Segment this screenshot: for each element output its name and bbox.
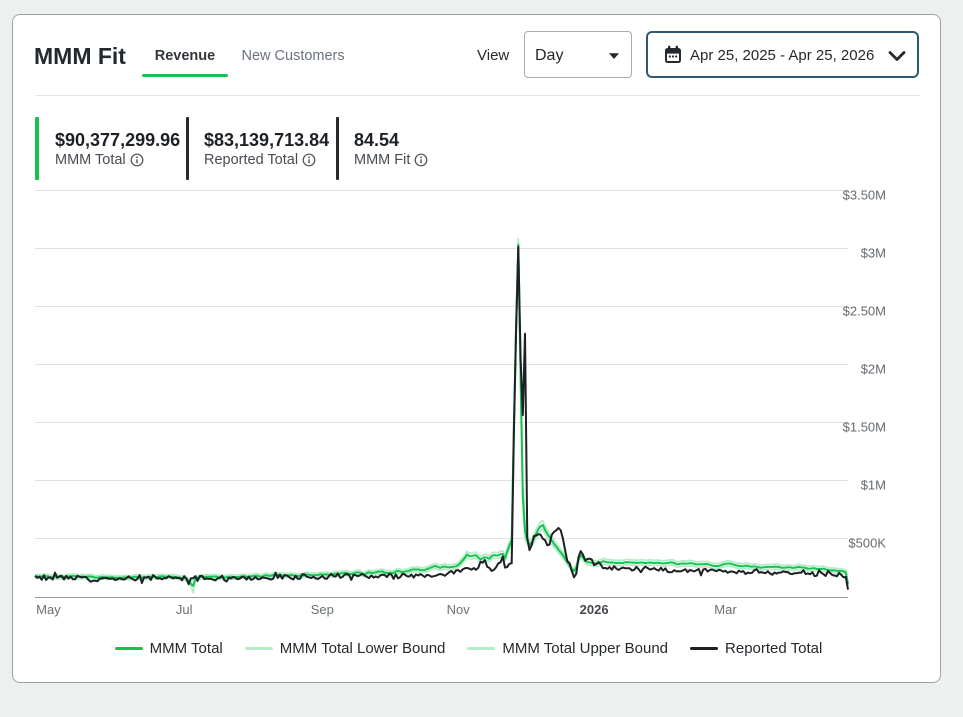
svg-text:Jul: Jul	[176, 602, 193, 617]
svg-text:Sep: Sep	[311, 602, 334, 617]
svg-text:$2.50M: $2.50M	[843, 304, 886, 319]
svg-text:Nov: Nov	[447, 602, 471, 617]
svg-text:$3M: $3M	[861, 246, 886, 261]
svg-text:$1M: $1M	[861, 478, 886, 493]
svg-text:$3.50M: $3.50M	[843, 188, 886, 203]
svg-text:$500K: $500K	[848, 536, 886, 551]
svg-text:$2M: $2M	[861, 362, 886, 377]
svg-text:2026: 2026	[580, 602, 609, 617]
svg-text:Mar: Mar	[714, 602, 737, 617]
svg-text:May: May	[36, 602, 61, 617]
svg-text:$1.50M: $1.50M	[843, 420, 886, 435]
